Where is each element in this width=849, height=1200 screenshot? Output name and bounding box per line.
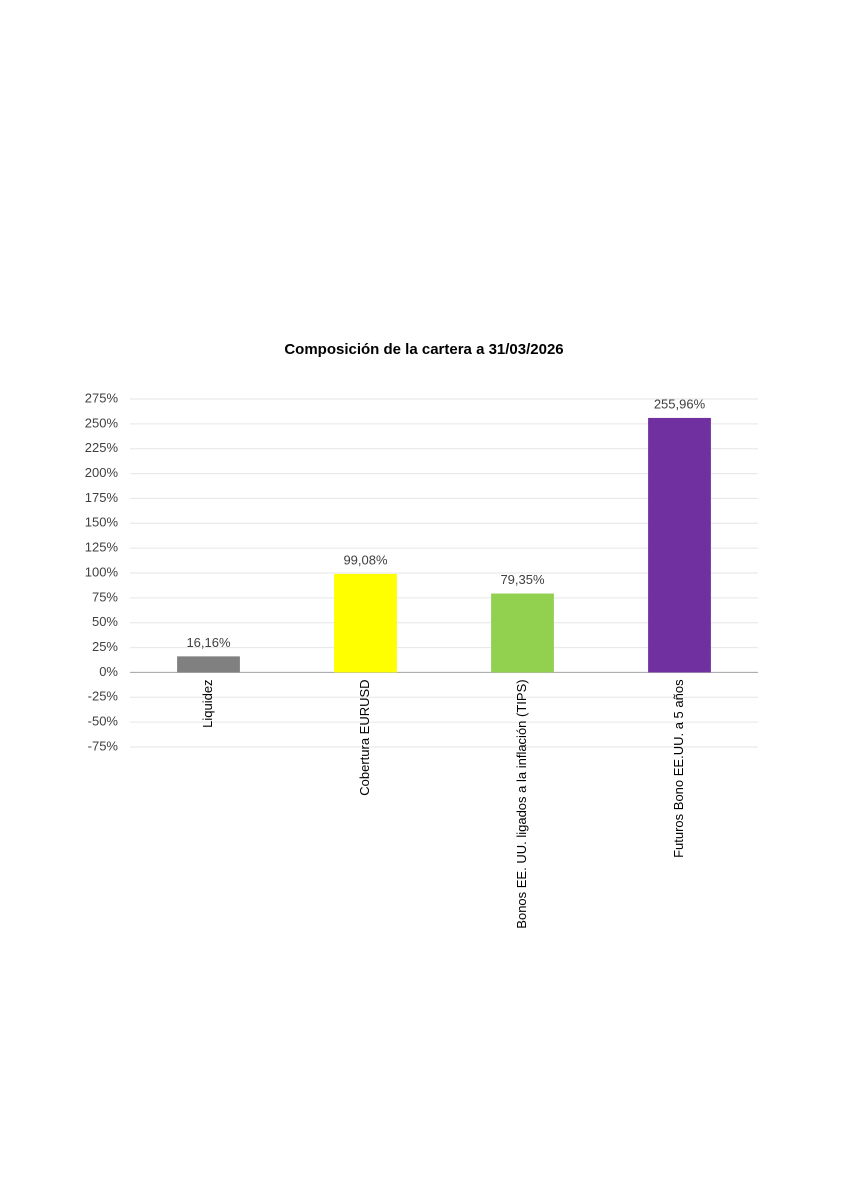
y-tick-label: 0%	[99, 664, 118, 679]
y-tick-label: 50%	[92, 614, 118, 629]
bar	[177, 656, 240, 673]
y-tick-label: -25%	[88, 689, 119, 704]
value-label: 255,96%	[654, 396, 706, 411]
value-label: 79,35%	[500, 572, 545, 587]
y-tick-label: 225%	[85, 440, 119, 455]
y-tick-label: 125%	[85, 540, 119, 555]
y-tick-label: 25%	[92, 639, 118, 654]
value-label: 16,16%	[186, 635, 231, 650]
bar	[648, 417, 711, 673]
y-tick-label: 200%	[85, 465, 119, 480]
y-tick-label: 150%	[85, 515, 119, 530]
value-label: 99,08%	[343, 552, 388, 567]
y-tick-label: 250%	[85, 415, 119, 430]
y-tick-label: -75%	[88, 738, 119, 753]
y-tick-label: 75%	[92, 589, 118, 604]
x-tick-label: Futuros Bono EE.UU. a 5 años	[671, 679, 686, 858]
x-tick-label: Cobertura EURUSD	[357, 679, 372, 795]
chart-title: Composición de la cartera a 31/03/2026	[284, 341, 563, 358]
y-tick-label: -50%	[88, 714, 119, 729]
x-tick-label: Liquidez	[200, 679, 215, 727]
bar	[491, 593, 554, 673]
bar	[334, 573, 397, 673]
y-tick-label: 275%	[85, 390, 119, 405]
y-tick-label: 175%	[85, 490, 119, 505]
x-tick-label: Bonos EE. UU. ligados a la inflación (TI…	[514, 679, 529, 928]
y-tick-label: 100%	[85, 564, 119, 579]
